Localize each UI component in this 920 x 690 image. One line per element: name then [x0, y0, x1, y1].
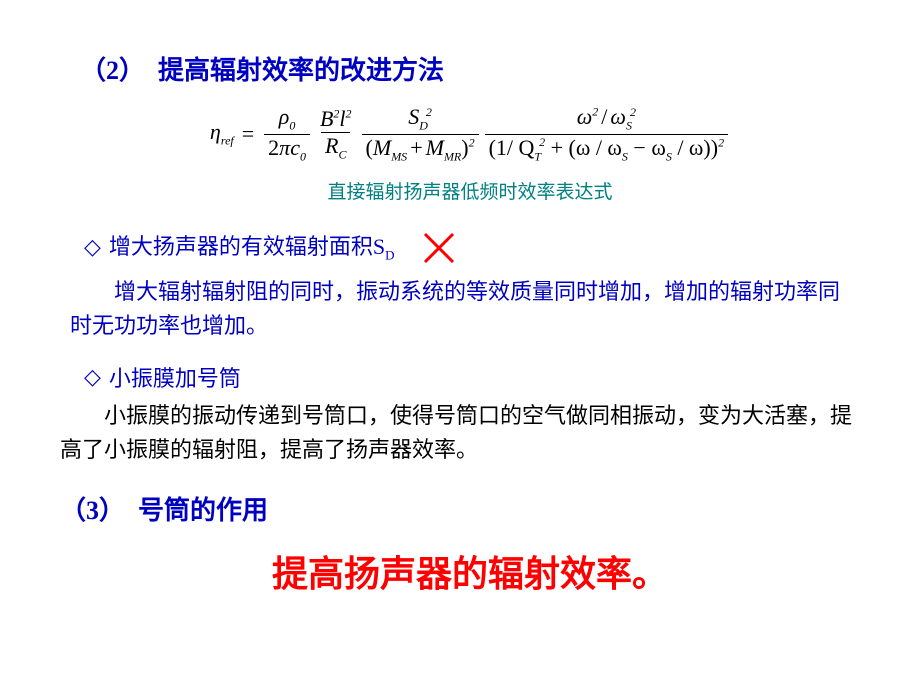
bullet-2: ◇ 小振膜加号筒	[84, 361, 860, 393]
bullet-1-text: 增大扬声器的有效辐射面积SD	[109, 229, 395, 263]
paragraph-1: 增大辐射辐射阻的同时，振动系统的等效质量同时增加，增加的辐射功率同时无功功率也增…	[70, 275, 850, 343]
bullet-1: ◇ 增大扬声器的有效辐射面积SD	[84, 226, 860, 267]
diamond-icon: ◇	[84, 234, 101, 260]
formula-container: ηref = ρ0 2πc0 B2l2 RC SD2 (MMS+MMR)2 ω2…	[80, 105, 860, 163]
section-2-number: （2）	[80, 56, 145, 85]
conclusion-text: 提高扬声器的辐射效率。	[80, 545, 860, 597]
paragraph-2: 小振膜的振动传递到号筒口，使得号筒口的空气做同相振动，变为大活塞，提高了小振膜的…	[60, 399, 860, 467]
bullet-2-text: 小振膜加号筒	[109, 361, 241, 393]
section-3-number: （3）	[60, 496, 125, 525]
section-3-heading: （3） 号筒的作用	[60, 490, 860, 527]
efficiency-formula: ηref = ρ0 2πc0 B2l2 RC SD2 (MMS+MMR)2 ω2…	[210, 105, 730, 163]
formula-caption: 直接辐射扬声器低频时效率表达式	[80, 177, 860, 204]
slide: （2） 提高辐射效率的改进方法 ηref = ρ0 2πc0 B2l2 RC S…	[0, 0, 920, 690]
section-2-heading: （2） 提高辐射效率的改进方法	[80, 50, 860, 87]
section-2-title: 提高辐射效率的改进方法	[158, 56, 444, 85]
section-3-title: 号筒的作用	[138, 496, 268, 525]
cross-icon	[419, 230, 459, 271]
diamond-icon: ◇	[84, 364, 101, 390]
